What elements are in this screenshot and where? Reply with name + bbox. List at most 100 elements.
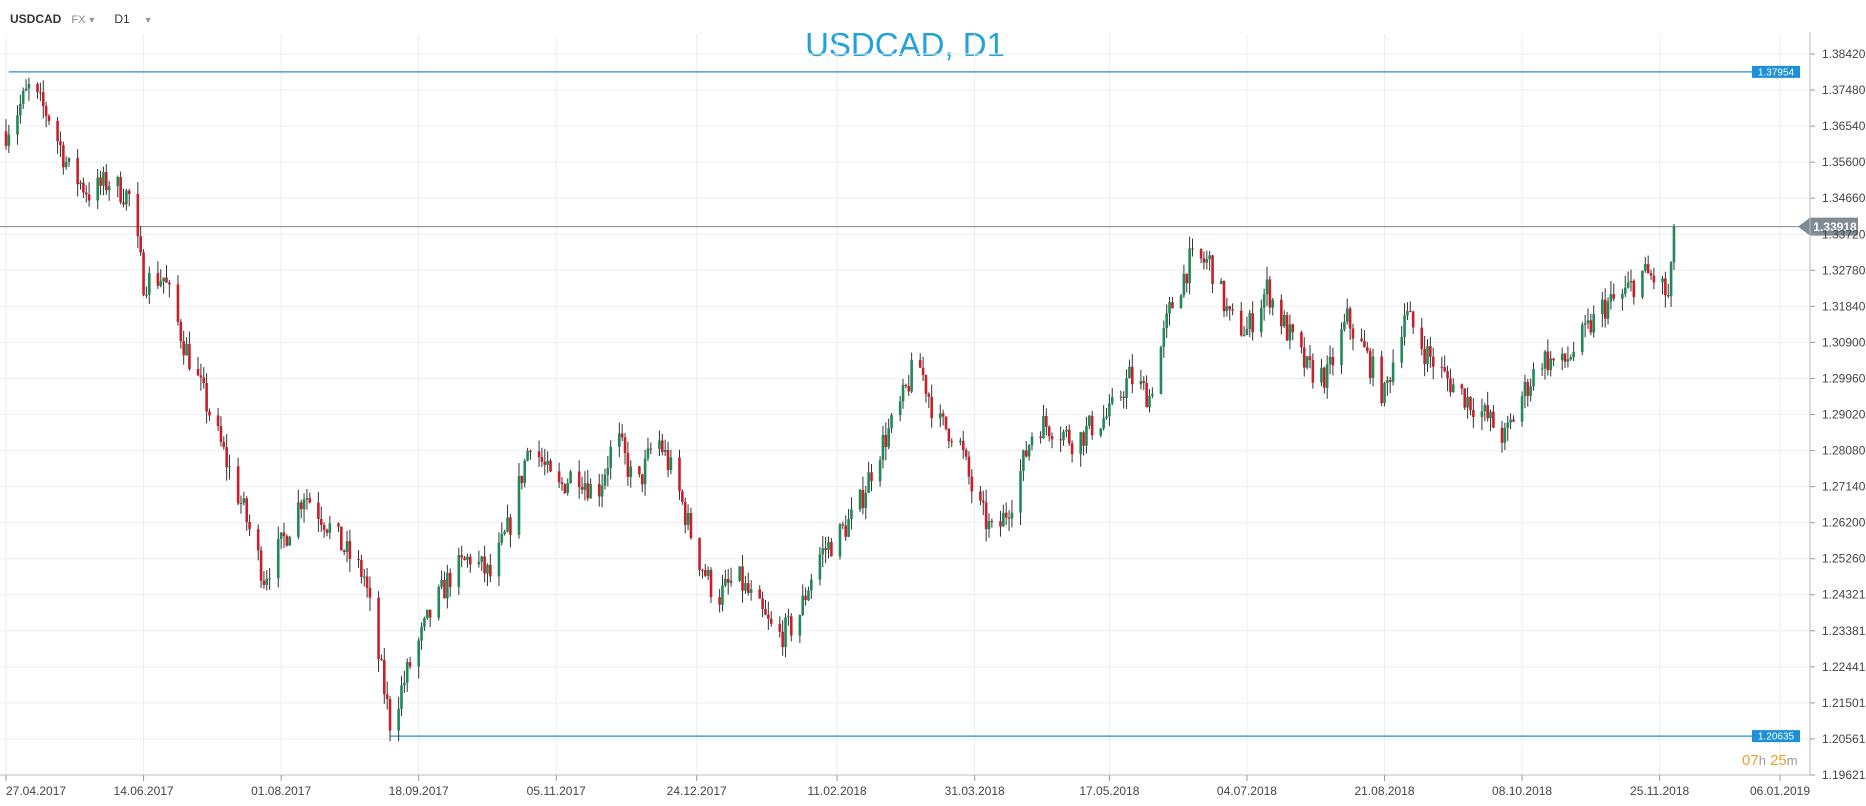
chart-title: USDCAD, D1 <box>805 26 1005 63</box>
candle-body <box>500 533 504 543</box>
candle <box>208 408 211 421</box>
candle <box>517 463 521 539</box>
candle <box>778 616 782 638</box>
candle <box>944 416 948 431</box>
candle-body <box>1366 347 1369 352</box>
candle-body <box>345 541 349 553</box>
candle-body <box>1188 248 1191 284</box>
candle <box>1383 381 1386 407</box>
candle-body <box>1251 313 1254 333</box>
candle <box>288 535 292 546</box>
candle <box>196 356 200 376</box>
candle <box>844 515 848 541</box>
candle-body <box>1480 411 1484 417</box>
chevron-down-icon: ▼ <box>87 15 97 25</box>
symbol-selector[interactable]: USDCAD <box>10 12 62 26</box>
market-selector[interactable]: FX ▼ <box>71 12 96 26</box>
timeframe-selector[interactable]: D1 ▼ <box>114 12 152 26</box>
candle <box>1400 325 1403 369</box>
candle-body <box>205 383 208 412</box>
candle-body <box>1079 432 1083 455</box>
candle-body <box>1383 382 1386 404</box>
candle <box>503 529 506 536</box>
candle <box>1426 339 1429 373</box>
candle-body <box>964 449 968 457</box>
candle-body <box>446 572 449 599</box>
candle <box>448 568 452 597</box>
candle-body <box>1291 324 1295 333</box>
candle <box>397 696 400 742</box>
candle-body <box>39 91 42 93</box>
candle <box>56 116 59 154</box>
candle-body <box>1420 327 1424 349</box>
candle-body <box>1343 321 1346 330</box>
candle-body <box>342 550 346 553</box>
candle <box>603 468 607 490</box>
candle-body <box>1245 329 1249 336</box>
candle <box>1500 420 1504 453</box>
candle-body <box>1102 418 1105 429</box>
candle <box>1483 402 1487 422</box>
candle <box>122 188 125 208</box>
candle <box>537 440 541 467</box>
candle-body <box>1265 279 1269 295</box>
candle-body <box>1305 356 1309 368</box>
candle <box>345 530 349 563</box>
candle-body <box>1371 356 1375 378</box>
candle-body <box>319 518 323 526</box>
candle <box>265 570 269 591</box>
candle-body <box>27 83 31 89</box>
candle-body <box>276 538 280 579</box>
candle-body <box>660 440 664 453</box>
candle <box>1022 449 1025 482</box>
chevron-down-icon: ▼ <box>143 15 153 25</box>
countdown-minutes-unit: m <box>1786 753 1798 768</box>
candle <box>276 526 280 588</box>
candle <box>27 77 31 101</box>
timeframe-label: D1 <box>114 12 130 26</box>
candle-body <box>360 560 363 577</box>
candle <box>1007 510 1011 532</box>
candle-body <box>1592 314 1596 333</box>
candle-body <box>703 570 707 576</box>
candle <box>781 620 784 656</box>
candle <box>663 439 667 457</box>
candle-body <box>543 461 547 465</box>
candle-body <box>36 83 39 92</box>
candle-body <box>746 583 750 593</box>
candle <box>1024 441 1028 458</box>
x-tick-label: 25.11.2018 <box>1630 784 1689 798</box>
candle <box>910 352 913 394</box>
candle-body <box>21 90 25 104</box>
candle <box>96 168 100 210</box>
candle-body <box>1523 382 1527 397</box>
candle-body <box>890 415 893 429</box>
candle <box>1302 337 1306 377</box>
candle-body <box>1022 450 1025 471</box>
candle <box>520 475 524 490</box>
candle <box>1460 383 1464 395</box>
candle <box>87 182 91 207</box>
candle <box>646 437 650 462</box>
candles <box>4 77 1676 742</box>
candle-body <box>1185 273 1189 284</box>
candle <box>850 497 853 530</box>
candle <box>1311 353 1315 389</box>
candle-body <box>887 428 891 448</box>
candle-body <box>767 614 770 619</box>
candle <box>1586 308 1590 329</box>
candle <box>1225 297 1229 317</box>
candle-body <box>961 440 965 450</box>
candle <box>1268 275 1272 315</box>
candle-body <box>337 523 340 527</box>
candle <box>1262 288 1266 321</box>
candle <box>443 571 446 599</box>
candle-body <box>1050 436 1054 440</box>
candle <box>125 188 128 211</box>
candle <box>1492 404 1495 429</box>
candle <box>1480 398 1484 431</box>
y-tick-label: 1.36540 <box>1822 119 1866 133</box>
candle-body <box>1179 295 1183 309</box>
candle <box>1368 348 1372 385</box>
